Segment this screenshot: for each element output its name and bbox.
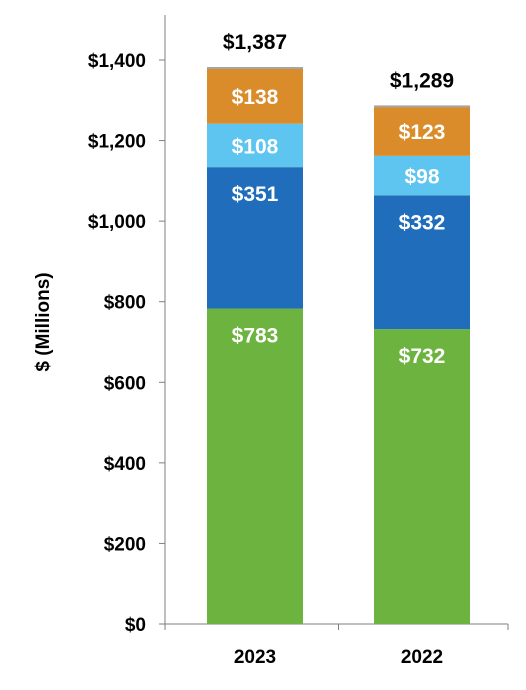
data-label: $138 xyxy=(232,86,279,109)
data-label: $351 xyxy=(232,183,279,206)
y-tick-label: $600 xyxy=(104,373,146,394)
data-label: $732 xyxy=(399,345,446,368)
y-axis-title: $ (Millions) xyxy=(33,272,54,371)
data-label: $783 xyxy=(232,325,279,348)
y-tick-label: $0 xyxy=(125,615,146,636)
total-label: $1,289 xyxy=(390,69,454,92)
bar-segment xyxy=(374,329,470,624)
bar-segment xyxy=(207,123,303,168)
bar-segment xyxy=(207,167,303,309)
bar-segment xyxy=(207,308,303,624)
y-tick-label: $400 xyxy=(104,454,146,475)
data-label: $98 xyxy=(404,166,439,189)
data-label: $123 xyxy=(399,121,446,144)
data-label: $332 xyxy=(399,211,446,234)
bar-segment xyxy=(374,195,470,330)
data-label: $108 xyxy=(232,135,279,158)
y-tick-label: $1,000 xyxy=(88,212,146,233)
bars xyxy=(207,67,470,624)
x-tick-label: 2023 xyxy=(234,647,276,668)
bar-segment xyxy=(374,155,470,196)
y-tick-label: $1,200 xyxy=(88,132,146,153)
x-tick-label: 2022 xyxy=(401,647,443,668)
labels: 2023 2022 $783 $351 $108 $138 $1,387 $732 $332 $9… xyxy=(223,31,454,668)
total-label: $1,387 xyxy=(223,31,287,54)
axes: $0 $200 $400 $600 $800 $1,000 $1,200 $1,400 xyxy=(88,15,509,636)
y-tick-label: $200 xyxy=(104,534,146,555)
y-tick-label: $1,400 xyxy=(88,51,146,72)
bar-segment xyxy=(207,68,303,124)
bar-segment xyxy=(374,106,470,156)
y-tick-label: $800 xyxy=(104,293,146,314)
